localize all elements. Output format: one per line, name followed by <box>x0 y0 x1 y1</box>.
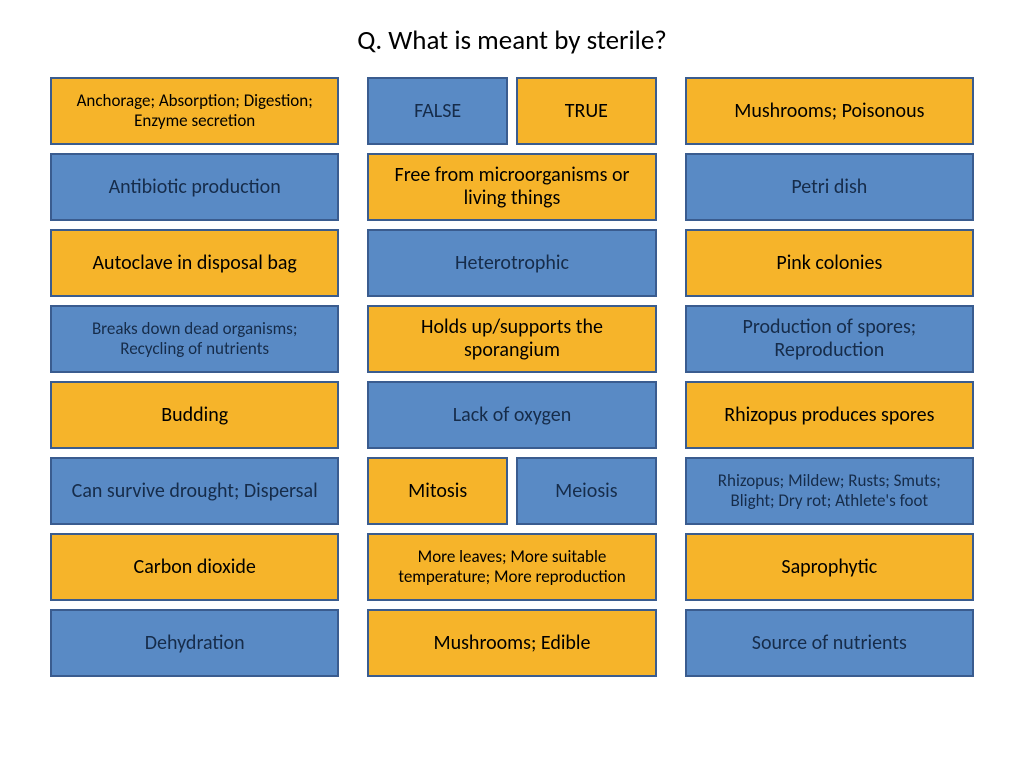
answer-cell[interactable]: More leaves; More suitable temperature; … <box>367 533 656 601</box>
answer-cell[interactable]: Mitosis <box>367 457 508 525</box>
answer-cell[interactable]: Heterotrophic <box>367 229 656 297</box>
answer-cell[interactable]: Production of spores; Reproduction <box>685 305 974 373</box>
answer-cell[interactable]: Holds up/supports the sporangium <box>367 305 656 373</box>
answer-cell[interactable]: Lack of oxygen <box>367 381 656 449</box>
answer-cell[interactable]: Free from microorganisms or living thing… <box>367 153 656 221</box>
answer-cell[interactable]: Mushrooms; Edible <box>367 609 656 677</box>
answer-cell[interactable]: Pink colonies <box>685 229 974 297</box>
answer-cell[interactable]: Source of nutrients <box>685 609 974 677</box>
answer-cell[interactable]: Mushrooms; Poisonous <box>685 77 974 145</box>
answer-cell[interactable]: FALSE <box>367 77 508 145</box>
answer-cell[interactable]: Anchorage; Absorption; Digestion; Enzyme… <box>50 77 339 145</box>
answer-row-split: MitosisMeiosis <box>367 457 656 525</box>
answer-cell[interactable]: TRUE <box>516 77 657 145</box>
column-1: Anchorage; Absorption; Digestion; Enzyme… <box>50 77 339 677</box>
answer-cell[interactable]: Breaks down dead organisms; Recycling of… <box>50 305 339 373</box>
question-title: Q. What is meant by sterile? <box>0 0 1024 77</box>
answer-grid: Anchorage; Absorption; Digestion; Enzyme… <box>0 77 1024 677</box>
answer-cell[interactable]: Saprophytic <box>685 533 974 601</box>
answer-cell[interactable]: Can survive drought; Dispersal <box>50 457 339 525</box>
answer-cell[interactable]: Dehydration <box>50 609 339 677</box>
answer-row-split: FALSETRUE <box>367 77 656 145</box>
answer-cell[interactable]: Carbon dioxide <box>50 533 339 601</box>
answer-cell[interactable]: Rhizopus; Mildew; Rusts; Smuts; Blight; … <box>685 457 974 525</box>
answer-cell[interactable]: Rhizopus produces spores <box>685 381 974 449</box>
answer-cell[interactable]: Meiosis <box>516 457 657 525</box>
answer-cell[interactable]: Budding <box>50 381 339 449</box>
column-2: FALSETRUE Free from microorganisms or liv… <box>367 77 656 677</box>
column-3: Mushrooms; Poisonous Petri dish Pink colon… <box>685 77 974 677</box>
answer-cell[interactable]: Petri dish <box>685 153 974 221</box>
answer-cell[interactable]: Antibiotic production <box>50 153 339 221</box>
answer-cell[interactable]: Autoclave in disposal bag <box>50 229 339 297</box>
